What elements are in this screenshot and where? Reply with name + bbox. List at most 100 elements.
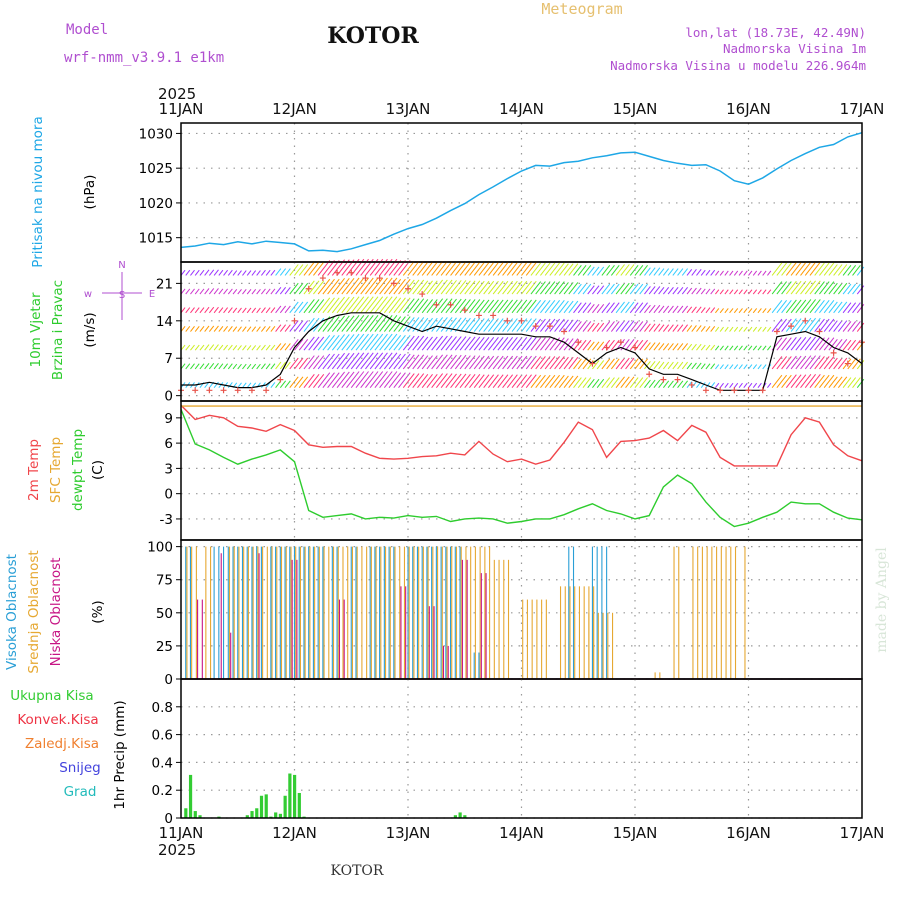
y-tick-label: 6 [164,436,173,452]
wind-barb [393,297,406,314]
wind-barb [265,344,271,351]
precip-panel: 0 0.2 0.4 0.6 0.8 Ukupna Kisa Konvek.Kisa Zaled… [10,678,863,827]
panel-frame [180,539,863,680]
wind-barb [440,260,453,276]
wind-barb [696,269,702,276]
wind-barb [365,277,379,295]
wind-barb [459,355,471,370]
wind-barb [478,280,490,295]
wind-barb [284,305,291,314]
wind-barb [275,324,282,332]
wind-barb [313,299,325,314]
wind-barb [374,315,388,332]
wind-barb [724,308,729,314]
wind-barb [492,262,504,276]
wind-gust-marker [731,387,738,394]
wind-barb [388,334,402,351]
wind-barb [473,299,485,314]
wind-barb [738,289,743,295]
wind-barb [814,262,825,276]
wind-barb [629,377,639,388]
wind-barb [554,318,565,332]
precip-legend-item: Konvek.Kisa [17,712,98,728]
wind-barb [743,345,748,351]
y-tick-label: -3 [160,512,173,528]
wind-barb [218,344,224,351]
wind-barb [294,357,304,370]
wind-barb [762,289,767,295]
wind-barb [445,261,457,276]
wind-barb [762,345,767,351]
wind-barb [781,337,792,351]
wind-barb [365,296,379,314]
wind-barb [393,372,406,388]
temp-title-sfc: SFC Temp [48,437,64,503]
wind-barb [379,352,393,370]
wind-barb [199,344,205,351]
wind-barb [809,374,821,388]
wind-barb [795,337,807,351]
wind-barb [256,288,261,295]
wind-barb [544,281,556,295]
wind-barb [743,382,748,388]
wind-barb [615,320,625,332]
wind-barb [488,337,499,351]
wind-barb [294,282,304,295]
wind-barb [308,374,320,388]
wind-barb [459,261,471,276]
wind-barb [530,337,542,351]
wind-barb [213,306,219,314]
wind-barb [407,279,420,295]
wind-barb [549,318,560,332]
wind-barb [417,355,429,370]
wind-barb [729,364,734,370]
wind-barb [284,324,291,332]
wind-barb [213,288,219,295]
precip-bar [297,792,301,818]
wind-barb [667,361,674,370]
precip-bar [188,774,193,818]
wind-barb [610,302,620,314]
wind-barb [733,364,739,370]
wind-barb [738,270,743,276]
wind-gust-marker [603,344,610,351]
wind-barb [417,374,429,388]
wind-barb [426,261,438,276]
wind-barb [393,260,406,276]
wind-barb [331,352,345,370]
wind-barb [842,283,852,295]
precip-legend-item: Grad [64,784,97,800]
wind-barb [431,298,444,314]
wind-barb [648,360,656,370]
wind-barb [814,356,825,370]
wind-barb [729,308,734,314]
wind-barb [530,299,542,314]
wind-barb [790,355,802,370]
compass-rose: SwEN [84,260,155,320]
wind-barb [199,288,205,295]
wind-barb [369,296,384,314]
wind-barb [733,382,739,388]
wind-barb [445,298,457,314]
wind-barb [596,360,605,370]
wind-barb [819,299,830,314]
wind-barb [625,357,635,370]
wind-barb [549,299,560,314]
wind-gust-marker [334,269,341,276]
wind-barb [544,337,556,351]
wind-barb [502,262,514,276]
wind-barb [374,371,388,388]
wind-barb [577,321,587,332]
wind-barb [327,297,340,314]
wind-barb [847,358,857,370]
wind-gust-marker [390,280,397,287]
wind-barb [204,306,210,314]
wind-barb [270,363,276,370]
wind-barb [733,289,739,295]
wind-barb [625,376,635,388]
wind-barb [700,288,706,295]
wind-barb [819,281,830,295]
wind-barb [218,325,224,332]
wind-barb [634,377,644,388]
wind-barb [540,337,551,351]
